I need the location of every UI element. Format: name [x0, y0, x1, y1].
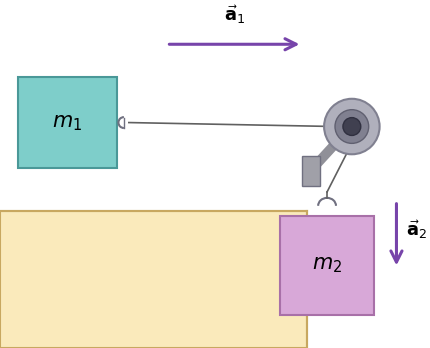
- Text: $\vec{\mathbf{a}}_1$: $\vec{\mathbf{a}}_1$: [223, 3, 244, 26]
- Bar: [18, 77, 117, 168]
- Bar: [0, 211, 307, 348]
- Circle shape: [342, 118, 360, 135]
- Text: $m_1$: $m_1$: [52, 112, 82, 133]
- Text: $\vec{\mathbf{a}}_2$: $\vec{\mathbf{a}}_2$: [405, 218, 427, 241]
- Circle shape: [334, 110, 368, 143]
- Bar: [301, 156, 319, 186]
- Circle shape: [323, 99, 379, 154]
- Bar: [280, 216, 373, 315]
- Text: $m_2$: $m_2$: [311, 255, 341, 275]
